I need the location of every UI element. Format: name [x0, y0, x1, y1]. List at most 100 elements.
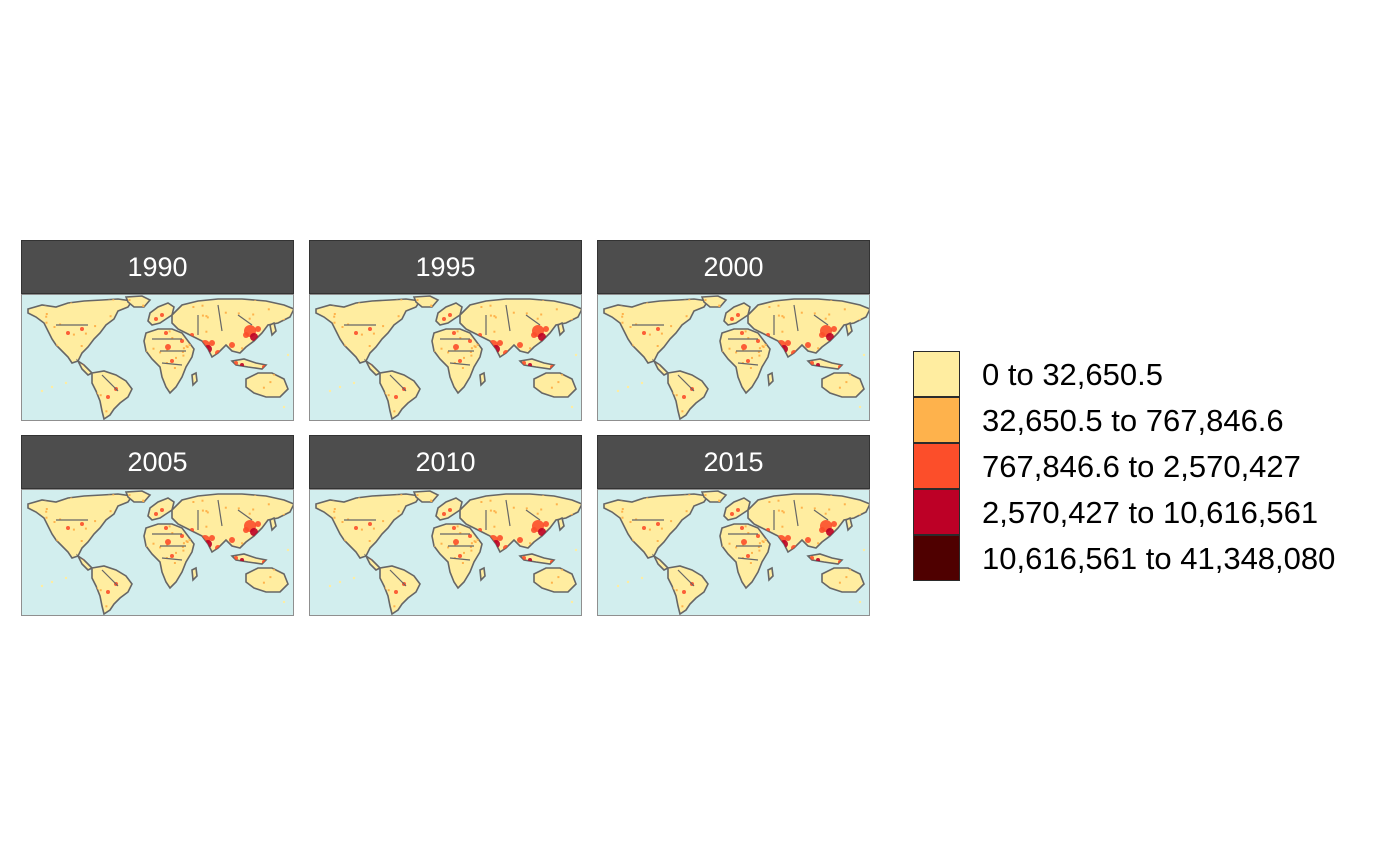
density-cell: [224, 506, 227, 509]
density-cell: [171, 337, 174, 339]
density-cell: [205, 510, 208, 513]
island: [616, 584, 620, 588]
density-cell: [489, 314, 492, 317]
density-cell: [109, 510, 112, 513]
density-hotspot: [517, 537, 523, 543]
density-cell: [813, 312, 816, 315]
country-landmass: [245, 567, 289, 593]
density-cell: [237, 312, 240, 315]
country-landmass: [557, 516, 565, 532]
density-cell: [656, 345, 659, 347]
world-map: [309, 294, 582, 421]
density-cell: [718, 499, 721, 502]
density-cell: [828, 508, 831, 511]
country-landmass: [845, 516, 853, 532]
density-hotspot: [656, 522, 660, 526]
density-cell: [660, 527, 663, 530]
density-hotspot: [255, 521, 261, 527]
density-cell: [456, 525, 459, 528]
density-hotspot: [452, 526, 456, 530]
density-hotspot: [736, 313, 740, 317]
density-hotspot: [234, 556, 238, 560]
density-cell: [45, 508, 48, 510]
density-cell: [159, 546, 162, 549]
density-hotspot: [229, 537, 235, 543]
density-cell: [333, 510, 336, 513]
density-cell: [248, 317, 251, 320]
country-border: [237, 509, 253, 521]
country-border: [505, 304, 511, 332]
country-landmass: [191, 371, 198, 387]
island: [64, 381, 68, 385]
density-hotspot: [354, 526, 358, 530]
density-hotspot: [368, 522, 372, 526]
density-cell: [621, 516, 624, 519]
island: [40, 584, 44, 588]
density-cell: [459, 337, 462, 339]
density-cell: [175, 356, 177, 359]
density-hotspot: [682, 590, 686, 594]
density-cell: [185, 345, 188, 348]
facet-strip-label: 1990: [21, 240, 294, 294]
country-landmass: [845, 321, 853, 337]
density-cell: [561, 373, 564, 376]
density-cell: [262, 386, 265, 389]
world-map: [597, 489, 870, 616]
density-hotspot: [805, 537, 811, 543]
island: [640, 381, 644, 385]
legend-swatch: [913, 535, 960, 581]
island: [858, 600, 862, 604]
world-map-svg: [598, 295, 869, 420]
density-cell: [84, 527, 87, 530]
density-cell: [185, 540, 188, 543]
density-cell: [112, 298, 115, 301]
density-cell: [201, 499, 204, 502]
island: [282, 405, 286, 409]
density-cell: [470, 354, 473, 357]
density-hotspot: [531, 527, 537, 533]
country-border: [237, 314, 253, 326]
density-cell: [393, 410, 396, 413]
country-landmass: [245, 372, 289, 398]
density-cell: [128, 494, 131, 497]
density-hotspot: [106, 590, 110, 594]
country-landmass: [557, 321, 565, 337]
density-cell: [781, 510, 784, 513]
density-cell: [440, 347, 443, 350]
density-cell: [648, 528, 651, 531]
density-cell: [182, 549, 185, 552]
country-landmass: [27, 493, 134, 559]
density-hotspot: [458, 554, 462, 558]
density-cell: [282, 514, 285, 516]
density-hotspot: [229, 342, 235, 348]
density-hotspot: [831, 521, 837, 527]
density-hotspot: [106, 395, 110, 399]
density-hotspot: [810, 361, 814, 365]
density-cell: [182, 354, 185, 357]
density-cell: [456, 330, 459, 333]
density-hotspot: [736, 508, 740, 512]
island: [286, 548, 290, 552]
density-cell: [368, 345, 371, 347]
density-cell: [105, 410, 108, 413]
legend-swatch: [913, 351, 960, 397]
island: [352, 381, 356, 385]
density-cell: [675, 394, 678, 397]
density-cell: [182, 542, 185, 545]
density-cell: [357, 615, 359, 616]
density-cell: [817, 347, 820, 350]
country-border: [161, 557, 183, 561]
country-border: [101, 374, 119, 392]
density-hotspot: [164, 526, 168, 530]
density-cell: [387, 589, 390, 592]
density-hotspot: [80, 327, 84, 331]
density-cell: [570, 319, 573, 321]
density-cell: [849, 373, 852, 376]
density-cell: [55, 344, 58, 347]
density-cell: [555, 503, 558, 506]
density-cell: [557, 381, 560, 384]
country-landmass: [747, 298, 869, 359]
density-cell: [252, 508, 255, 511]
world-map: [21, 294, 294, 421]
facet-panel-2000: 2000: [597, 240, 870, 421]
